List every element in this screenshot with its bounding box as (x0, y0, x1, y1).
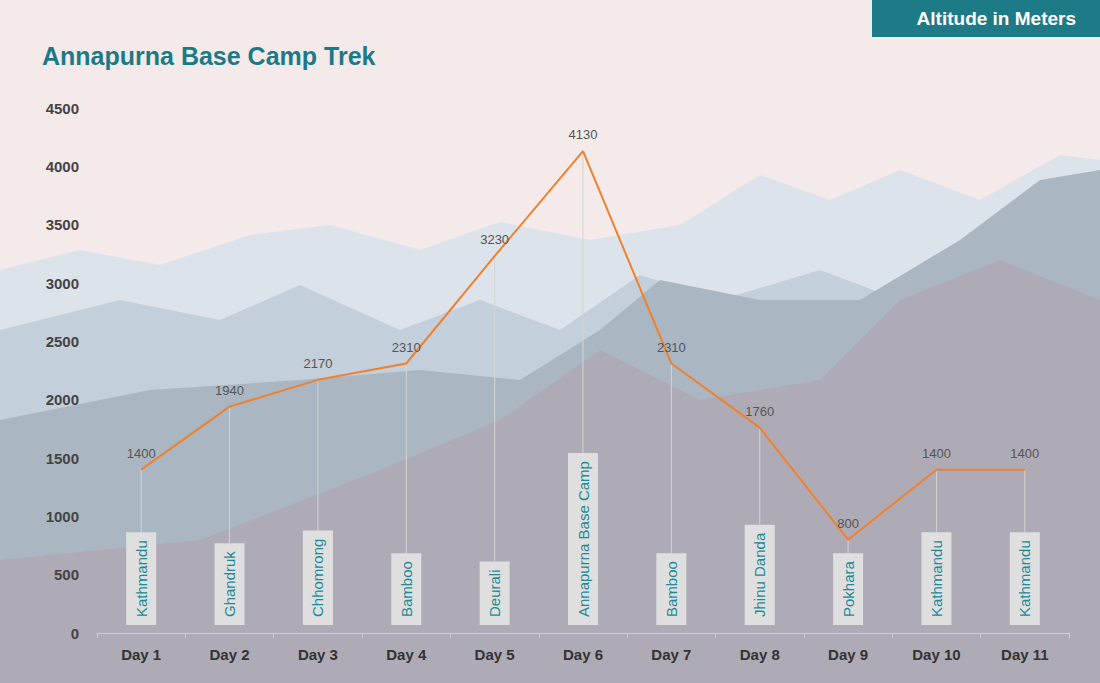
svg-text:2500: 2500 (46, 333, 79, 350)
svg-text:1400: 1400 (922, 446, 951, 461)
svg-text:Day 8: Day 8 (740, 646, 780, 663)
svg-text:Day 11: Day 11 (1001, 646, 1049, 663)
svg-text:Annapurna Base Camp: Annapurna Base Camp (575, 461, 592, 617)
svg-text:3230: 3230 (480, 232, 509, 247)
svg-text:4000: 4000 (46, 158, 79, 175)
svg-text:1400: 1400 (127, 446, 156, 461)
svg-text:Bamboo: Bamboo (398, 561, 415, 617)
svg-text:3500: 3500 (46, 216, 79, 233)
svg-text:Kathmandu: Kathmandu (1016, 540, 1033, 617)
svg-text:4500: 4500 (46, 100, 79, 117)
svg-text:800: 800 (837, 516, 859, 531)
svg-text:Chhomrong: Chhomrong (309, 539, 326, 617)
svg-text:3000: 3000 (46, 275, 79, 292)
svg-text:2310: 2310 (657, 340, 686, 355)
svg-text:1000: 1000 (46, 508, 79, 525)
svg-text:Day 5: Day 5 (475, 646, 515, 663)
svg-text:Kathmandu: Kathmandu (928, 540, 945, 617)
svg-text:1940: 1940 (215, 383, 244, 398)
svg-text:Altitude in Meters: Altitude in Meters (917, 8, 1076, 29)
svg-text:Day 7: Day 7 (651, 646, 691, 663)
svg-text:Pokhara: Pokhara (840, 560, 857, 617)
svg-text:Annapurna Base Camp Trek: Annapurna Base Camp Trek (42, 42, 376, 70)
svg-text:500: 500 (54, 566, 79, 583)
svg-text:1760: 1760 (745, 404, 774, 419)
svg-text:Day 4: Day 4 (386, 646, 427, 663)
svg-text:Jhinu Danda: Jhinu Danda (751, 532, 768, 617)
svg-text:Day 10: Day 10 (912, 646, 960, 663)
svg-text:Deurali: Deurali (486, 569, 503, 617)
svg-text:1500: 1500 (46, 450, 79, 467)
svg-text:2000: 2000 (46, 391, 79, 408)
svg-text:Ghandruk: Ghandruk (221, 551, 238, 617)
svg-text:2310: 2310 (392, 340, 421, 355)
svg-text:Day 9: Day 9 (828, 646, 868, 663)
svg-text:0: 0 (71, 625, 79, 642)
svg-text:Day 1: Day 1 (121, 646, 161, 663)
svg-text:4130: 4130 (569, 127, 598, 142)
svg-text:Day 2: Day 2 (210, 646, 250, 663)
svg-text:Day 3: Day 3 (298, 646, 338, 663)
svg-text:1400: 1400 (1010, 446, 1039, 461)
svg-text:Bamboo: Bamboo (663, 561, 680, 617)
svg-text:Kathmandu: Kathmandu (133, 540, 150, 617)
svg-text:Day 6: Day 6 (563, 646, 603, 663)
svg-text:2170: 2170 (303, 356, 332, 371)
